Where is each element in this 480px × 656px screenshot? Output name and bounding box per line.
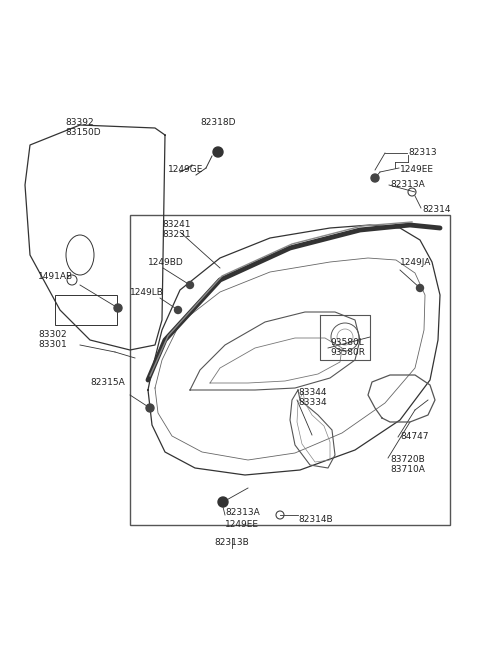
Text: 83344
83334: 83344 83334 (298, 388, 326, 407)
Text: 1249EE: 1249EE (400, 165, 434, 174)
Text: 82313B: 82313B (215, 538, 250, 547)
Text: 82314: 82314 (422, 205, 451, 214)
Bar (55, 295, 117, 325)
Text: 83302
83301: 83302 83301 (38, 330, 67, 350)
Text: 82314B: 82314B (298, 515, 333, 524)
Text: 83392
83150D: 83392 83150D (65, 118, 101, 137)
Text: 1491AB: 1491AB (38, 272, 73, 281)
Text: 82315A: 82315A (90, 378, 125, 387)
Text: 1249GE: 1249GE (168, 165, 204, 174)
Circle shape (417, 285, 423, 291)
Circle shape (218, 497, 228, 507)
Circle shape (146, 404, 154, 412)
Text: 84747: 84747 (400, 432, 429, 441)
Text: 82318D: 82318D (200, 118, 236, 127)
Text: 1249LB: 1249LB (130, 288, 164, 297)
Text: 93580L
93580R: 93580L 93580R (330, 338, 365, 358)
Circle shape (114, 304, 122, 312)
Text: 1249BD: 1249BD (148, 258, 184, 267)
Text: 83720B
83710A: 83720B 83710A (390, 455, 425, 474)
Text: 1249JA: 1249JA (400, 258, 432, 267)
Text: 82313A: 82313A (390, 180, 425, 189)
Text: 83241
83231: 83241 83231 (162, 220, 191, 239)
Circle shape (187, 281, 193, 289)
Circle shape (175, 306, 181, 314)
Bar (130, 215, 450, 525)
Circle shape (371, 174, 379, 182)
Text: 82313A: 82313A (225, 508, 260, 517)
Text: 1249EE: 1249EE (225, 520, 259, 529)
Circle shape (213, 147, 223, 157)
Text: 82313: 82313 (408, 148, 437, 157)
